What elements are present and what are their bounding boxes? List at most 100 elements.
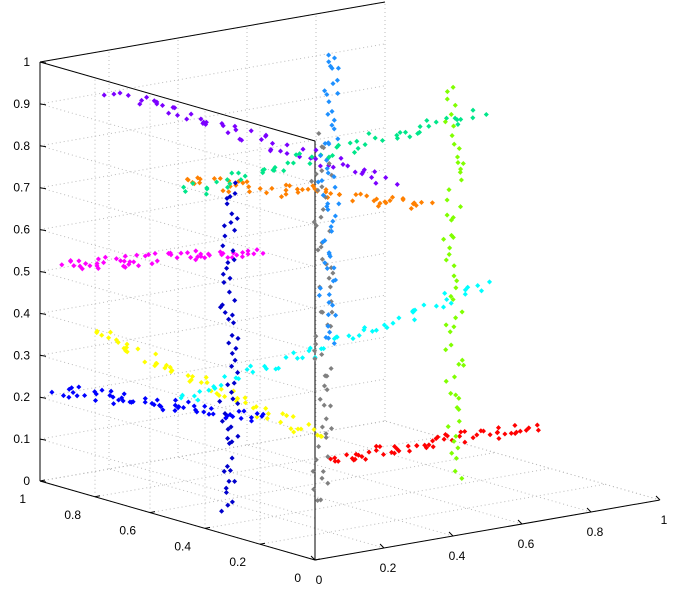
data-point xyxy=(128,399,135,405)
data-point xyxy=(433,119,439,125)
data-point xyxy=(222,309,228,316)
z-tick-label: 0.9 xyxy=(13,97,30,111)
data-point xyxy=(444,433,450,439)
data-point xyxy=(449,133,455,139)
data-point xyxy=(444,212,450,218)
data-point xyxy=(254,247,260,253)
axis-box xyxy=(39,1,661,561)
data-point xyxy=(517,428,523,434)
data-point xyxy=(475,283,481,289)
data-point xyxy=(242,173,248,179)
data-point xyxy=(95,256,101,262)
data-point xyxy=(350,336,356,342)
data-point xyxy=(450,296,456,303)
data-point xyxy=(172,397,179,403)
data-point xyxy=(455,445,461,451)
data-point xyxy=(225,435,231,441)
z-tick-label: 0.3 xyxy=(13,348,30,362)
data-point xyxy=(453,455,459,461)
data-point xyxy=(185,177,191,183)
axis-edge xyxy=(39,480,316,561)
data-point xyxy=(203,374,209,380)
data-point xyxy=(94,328,100,334)
data-point xyxy=(400,195,406,202)
data-point xyxy=(222,394,228,400)
data-point xyxy=(325,323,331,329)
z-tick-label: 0 xyxy=(23,474,30,488)
data-point xyxy=(319,433,325,440)
data-point xyxy=(184,116,190,122)
data-point xyxy=(345,163,351,169)
data-point xyxy=(82,392,88,399)
data-point xyxy=(435,434,441,440)
data-point xyxy=(430,438,436,444)
data-point xyxy=(332,458,338,464)
data-point xyxy=(450,84,456,90)
z-tick-label: 0.5 xyxy=(13,265,30,279)
data-point xyxy=(285,160,291,166)
data-point xyxy=(453,315,459,321)
data-point xyxy=(263,132,269,138)
data-point xyxy=(326,59,332,65)
y-tick-label: 0.2 xyxy=(229,555,246,569)
data-point xyxy=(281,168,287,174)
data-point xyxy=(412,307,418,313)
data-point xyxy=(299,187,305,193)
data-point xyxy=(418,199,425,205)
data-point xyxy=(440,304,447,310)
data-point xyxy=(226,189,232,195)
data-point xyxy=(332,213,338,219)
data-point xyxy=(369,328,375,334)
data-point xyxy=(248,363,254,369)
data-point xyxy=(513,429,519,435)
data-point xyxy=(309,178,315,184)
data-point xyxy=(356,332,362,339)
z-tick-label: 0.2 xyxy=(13,390,30,404)
data-point xyxy=(313,156,319,162)
data-point xyxy=(158,404,164,410)
data-point xyxy=(315,497,321,504)
data-point xyxy=(380,451,387,458)
data-point xyxy=(264,415,270,421)
z-tick-mark xyxy=(39,61,47,64)
data-point xyxy=(452,468,458,474)
data-point xyxy=(307,161,313,167)
data-point xyxy=(222,411,228,417)
data-point xyxy=(413,202,419,208)
data-point xyxy=(312,356,318,362)
data-point xyxy=(153,351,159,357)
data-point xyxy=(333,312,339,318)
y-tick-mark xyxy=(314,558,321,561)
data-point xyxy=(364,193,370,199)
data-point xyxy=(456,395,462,401)
data-point xyxy=(326,299,332,306)
points-layer xyxy=(49,52,541,514)
data-point xyxy=(277,148,284,154)
data-point xyxy=(246,184,252,190)
data-point xyxy=(242,395,248,401)
data-point xyxy=(294,186,300,192)
data-point xyxy=(494,430,500,436)
data-point xyxy=(234,215,240,222)
axis-edge xyxy=(39,1,386,63)
data-point xyxy=(327,403,334,409)
data-point xyxy=(291,429,297,435)
data-point xyxy=(319,184,325,190)
data-point xyxy=(174,255,180,261)
y-tick-mark xyxy=(204,526,211,529)
data-point xyxy=(235,170,242,176)
z-tick-mark xyxy=(39,229,47,232)
data-point xyxy=(319,424,325,430)
data-point xyxy=(181,184,187,190)
data-point xyxy=(486,279,493,285)
data-point xyxy=(323,416,329,422)
data-point xyxy=(295,189,301,195)
data-point xyxy=(373,443,379,449)
data-point xyxy=(263,190,270,196)
series-1 xyxy=(101,90,400,187)
data-point xyxy=(443,378,449,384)
y-tick-label: 0 xyxy=(294,571,301,585)
data-point xyxy=(320,239,326,245)
data-point xyxy=(451,374,458,380)
data-point xyxy=(461,362,467,368)
